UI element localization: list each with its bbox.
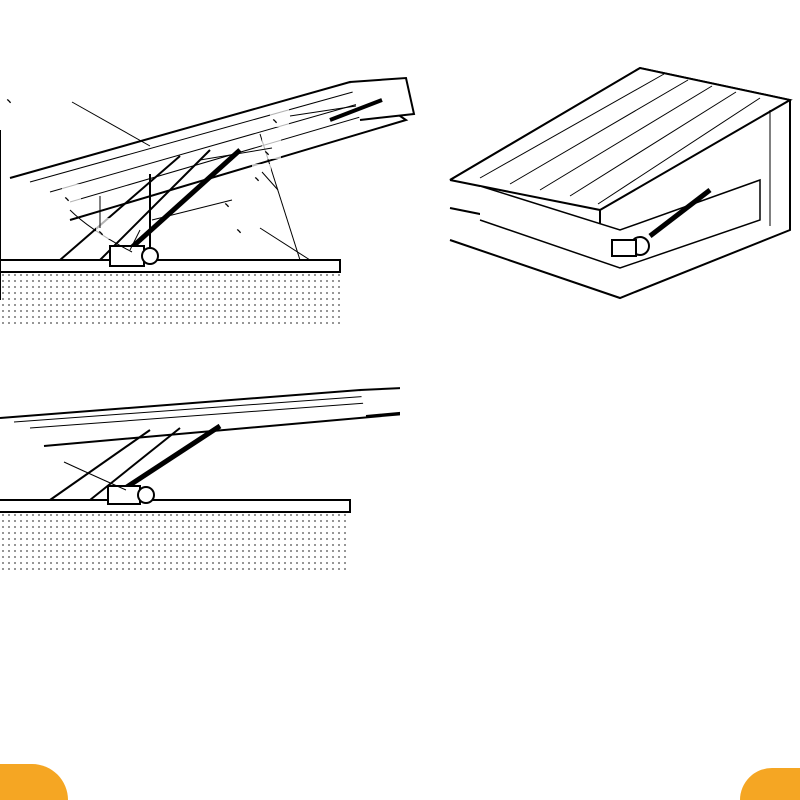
spec-block — [452, 342, 792, 568]
diagram-area: 、 、 、 、 、 、 、 、 — [0, 60, 800, 680]
part-row — [452, 478, 792, 496]
part-row — [452, 388, 792, 406]
part-row — [452, 424, 792, 442]
part-row — [452, 406, 792, 424]
part-row — [452, 514, 792, 532]
part-row — [452, 442, 792, 460]
part-row — [452, 532, 792, 550]
badge-bottom-right — [740, 768, 800, 800]
ground-hatch-2 — [0, 512, 350, 572]
part-row — [452, 550, 792, 568]
part-row — [452, 352, 792, 370]
formed-view-svg — [440, 60, 800, 310]
badge-bottom-left — [0, 764, 68, 800]
part-row — [452, 460, 792, 478]
part-row — [452, 370, 792, 388]
part-row — [452, 496, 792, 514]
